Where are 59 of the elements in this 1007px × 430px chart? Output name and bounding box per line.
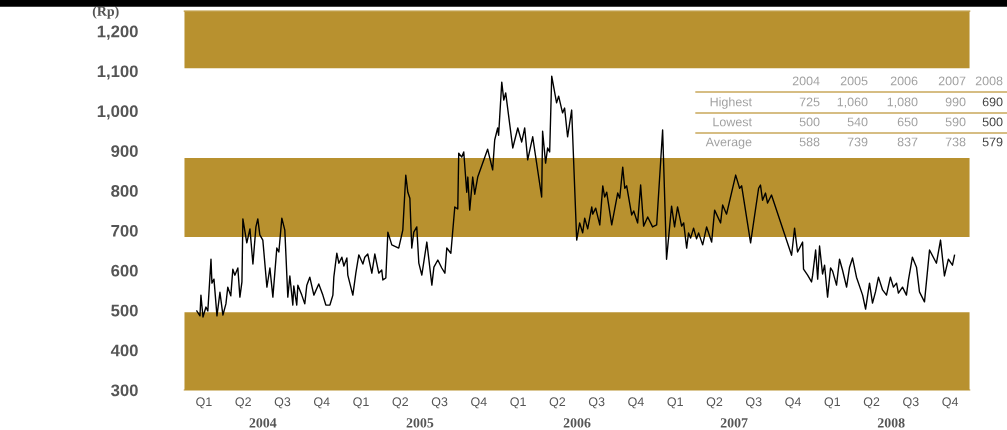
y-tick-label: 500 [111,304,138,317]
annotation: 725 [799,97,820,107]
x-tick-label: 2004 [249,418,277,428]
y-tick-label: 1,100 [97,65,138,80]
text: Q4 [942,397,959,409]
text: Q3 [745,397,762,409]
text: 2008 [975,76,1003,86]
text: Q4 [628,397,644,409]
y-tick-label: 900 [111,145,138,157]
y-tick-label: 300 [111,384,138,397]
annotation: Average [705,137,752,149]
y-tick-label: 1,000 [97,105,138,120]
text: Q1 [196,397,212,409]
y-axis-title: (Rp) [92,6,119,19]
x-tick-label: 2007 [720,418,748,428]
annotation: 500 [799,117,820,127]
text: 690 [982,97,1003,107]
text: Q2 [392,397,408,409]
annotation: 2005 [840,76,868,86]
y-tick-label: 400 [110,344,138,357]
text: Q2 [549,397,566,409]
annotation: 738 [945,137,966,147]
annotation: 739 [847,137,868,147]
annotation: 2006 [890,76,918,86]
text: Q2 [863,397,880,409]
annotation: Lowest [713,117,752,127]
text: Q3 [274,397,291,409]
annotation: 540 [847,117,868,127]
text: Q1 [824,397,841,409]
text: 500 [982,117,1003,127]
annotation: 837 [897,137,918,147]
text: Q2 [235,397,251,409]
x-tick-label: 2005 [406,418,434,428]
text: 579 [982,137,1003,147]
text: Q1 [510,397,526,409]
annotation: 990 [945,97,966,107]
annotation: 1,080 [887,97,918,108]
x-tick-label: 2006 [563,418,591,428]
text: Q4 [313,397,330,409]
text: Q3 [431,397,448,409]
annotation: 590 [945,117,966,127]
text: Q3 [588,397,605,409]
y-tick-label: 1,200 [97,25,138,40]
text: Q1 [667,397,683,409]
text: Q4 [471,397,487,409]
annotation: 650 [897,117,918,127]
annotation: 1,060 [837,97,868,108]
annotation: Highest [710,97,752,109]
y-tick-label: 600 [111,264,138,277]
annotation: 2007 [938,76,966,86]
x-tick-label: 2008 [877,418,905,428]
text: Q4 [785,397,801,409]
y-tick-label: 700 [111,224,138,237]
text: Q3 [903,397,919,409]
annotation: 2004 [792,76,820,86]
text: Q2 [706,397,723,409]
y-tick-label: 800 [111,185,138,197]
annotation: 588 [799,137,820,147]
text: Q1 [353,397,369,409]
